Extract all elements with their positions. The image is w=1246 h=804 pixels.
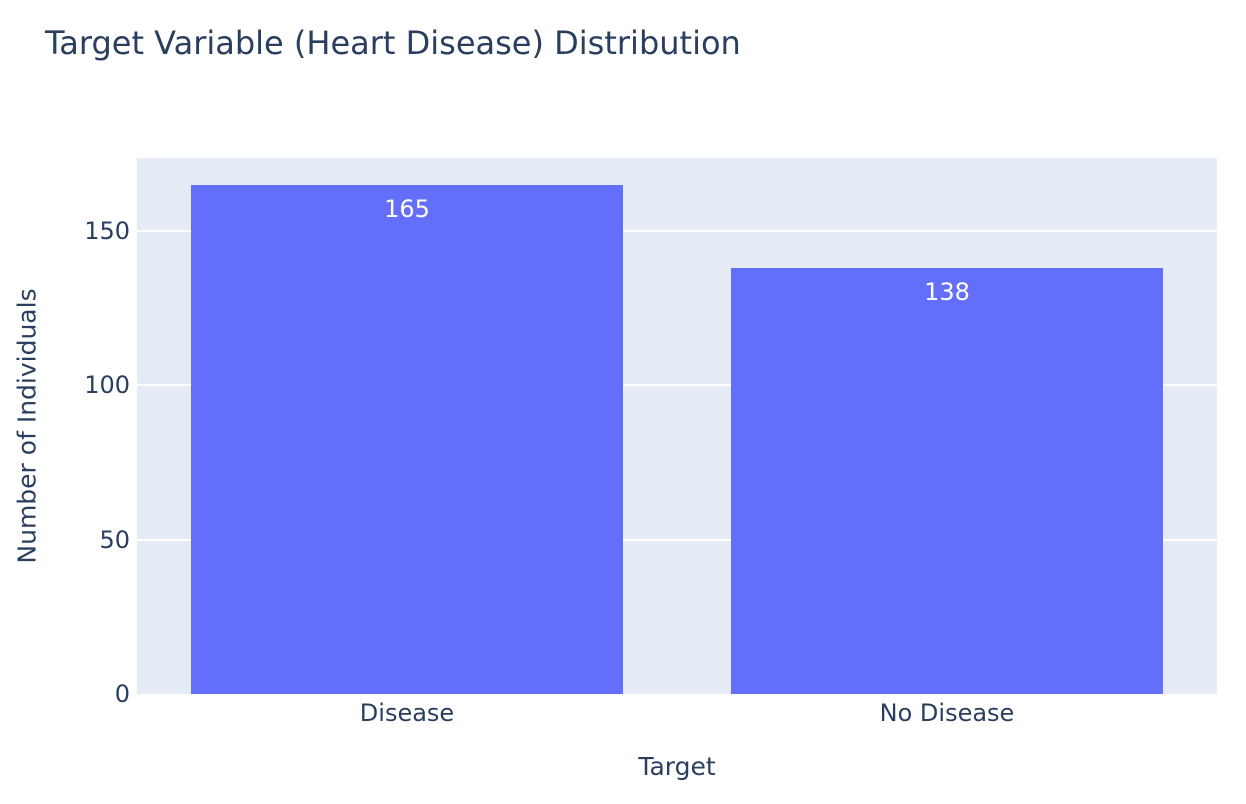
y-tick-label: 150 xyxy=(84,217,130,246)
x-tick-label: Disease xyxy=(359,699,455,727)
bar-value-label: 138 xyxy=(924,278,970,307)
bar-value-label: 165 xyxy=(384,194,430,223)
x-axis-title: Target xyxy=(638,752,716,781)
gridline xyxy=(137,230,1217,233)
y-tick-label: 0 xyxy=(114,680,130,708)
x-tick-label: No Disease xyxy=(879,699,1015,727)
chart-title: Target Variable (Heart Disease) Distribu… xyxy=(45,24,741,62)
y-tick-label: 50 xyxy=(99,525,130,554)
bar-disease: 165 xyxy=(191,184,623,694)
plot-area: 165 138 xyxy=(137,158,1217,694)
y-axis-title: Number of Individuals xyxy=(12,288,42,564)
gridline xyxy=(137,384,1217,387)
gridline xyxy=(137,538,1217,541)
y-tick-label: 100 xyxy=(84,371,130,400)
bar-no-disease: 138 xyxy=(731,268,1163,694)
